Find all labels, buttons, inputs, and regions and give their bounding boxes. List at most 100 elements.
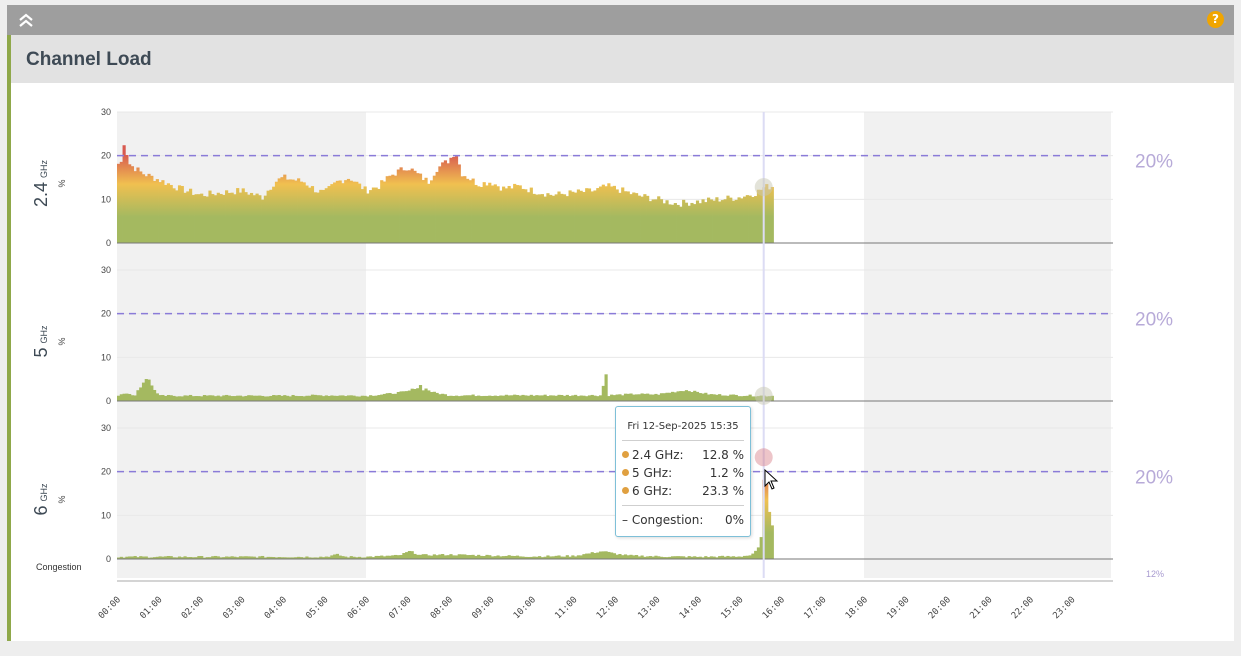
load-bar	[333, 182, 337, 243]
load-bar	[213, 396, 218, 401]
load-bar	[565, 394, 569, 401]
load-bar	[468, 555, 472, 559]
load-bar	[441, 393, 445, 401]
load-bar	[718, 201, 722, 243]
load-bar	[488, 395, 492, 401]
load-bar	[371, 187, 376, 243]
load-bar	[565, 196, 569, 243]
load-bar	[443, 394, 448, 401]
load-bar	[610, 394, 614, 401]
load-bar	[551, 395, 556, 401]
load-bar	[200, 556, 204, 559]
load-bar	[147, 557, 151, 559]
load-bar	[285, 557, 290, 559]
load-bar	[335, 180, 339, 243]
load-bar	[479, 555, 484, 559]
help-icon[interactable]: ?	[1207, 11, 1224, 28]
load-bar	[612, 395, 616, 401]
load-bar	[258, 195, 262, 243]
load-bar	[183, 395, 187, 401]
load-bar	[441, 162, 445, 243]
load-bar	[457, 164, 461, 243]
load-bar	[213, 195, 218, 243]
load-bar	[654, 199, 658, 243]
load-bar	[610, 552, 614, 559]
load-bar	[283, 557, 287, 559]
load-bar	[673, 556, 677, 559]
load-bar	[294, 395, 298, 401]
load-bar	[177, 185, 182, 243]
load-bar	[718, 394, 722, 401]
load-bar	[371, 395, 376, 401]
load-bar	[238, 192, 243, 243]
load-bar	[308, 395, 312, 401]
load-bar	[155, 179, 159, 243]
load-bar	[665, 392, 669, 401]
load-bar	[715, 394, 719, 401]
load-bar	[471, 554, 475, 559]
load-bar	[571, 555, 575, 559]
load-bar	[363, 395, 367, 401]
load-bar	[765, 184, 769, 243]
load-bar	[130, 556, 135, 559]
accent-bar	[7, 35, 11, 641]
load-bar	[249, 192, 254, 243]
load-bar	[247, 556, 251, 559]
load-bar	[463, 395, 467, 401]
load-bar	[582, 192, 586, 243]
load-bar	[596, 188, 600, 243]
load-bar	[385, 393, 389, 401]
load-bar	[153, 557, 157, 559]
load-bar	[684, 557, 689, 559]
x-tick-label: 01:00	[138, 595, 164, 621]
load-bar	[327, 395, 331, 401]
load-bar	[684, 390, 689, 401]
load-bar	[238, 556, 243, 559]
load-bar	[615, 554, 619, 559]
load-bar	[186, 395, 190, 401]
load-bar	[396, 391, 400, 401]
load-bar	[712, 556, 716, 559]
load-bar	[349, 180, 353, 243]
load-bar	[707, 557, 711, 559]
load-bar	[169, 556, 173, 559]
load-bar	[421, 180, 425, 243]
load-bar	[125, 155, 129, 243]
y-tick-label: 20	[101, 309, 111, 319]
load-bar	[363, 557, 367, 559]
load-bar	[490, 396, 495, 401]
load-bar	[288, 557, 292, 559]
load-bar	[759, 537, 763, 559]
load-bar	[244, 556, 248, 559]
load-bar	[499, 395, 503, 401]
load-bar	[313, 557, 317, 559]
load-bar	[216, 192, 220, 243]
load-bar	[576, 555, 580, 559]
load-bar	[388, 175, 392, 243]
load-bar	[316, 557, 320, 559]
load-bar	[743, 196, 747, 243]
load-bar	[150, 557, 154, 559]
load-bar	[510, 395, 514, 401]
load-bar	[690, 392, 694, 401]
x-tick-label: 13:00	[636, 595, 662, 621]
y-tick-label: 0	[106, 396, 111, 406]
double-chevron-up-icon[interactable]	[17, 12, 35, 28]
load-bar	[443, 160, 448, 243]
load-bar	[748, 394, 752, 401]
load-bar	[707, 394, 711, 401]
load-bar	[634, 555, 639, 559]
load-bar	[164, 395, 168, 401]
load-bar	[299, 181, 303, 243]
x-tick-label: 06:00	[346, 595, 372, 621]
load-bar	[200, 396, 204, 401]
load-bar	[385, 176, 389, 243]
load-bar	[349, 395, 353, 401]
load-bar	[266, 190, 270, 243]
load-bar	[668, 204, 672, 243]
load-bar	[394, 554, 398, 559]
load-bar	[529, 556, 533, 559]
load-bar	[709, 199, 713, 243]
load-bar	[496, 186, 500, 243]
